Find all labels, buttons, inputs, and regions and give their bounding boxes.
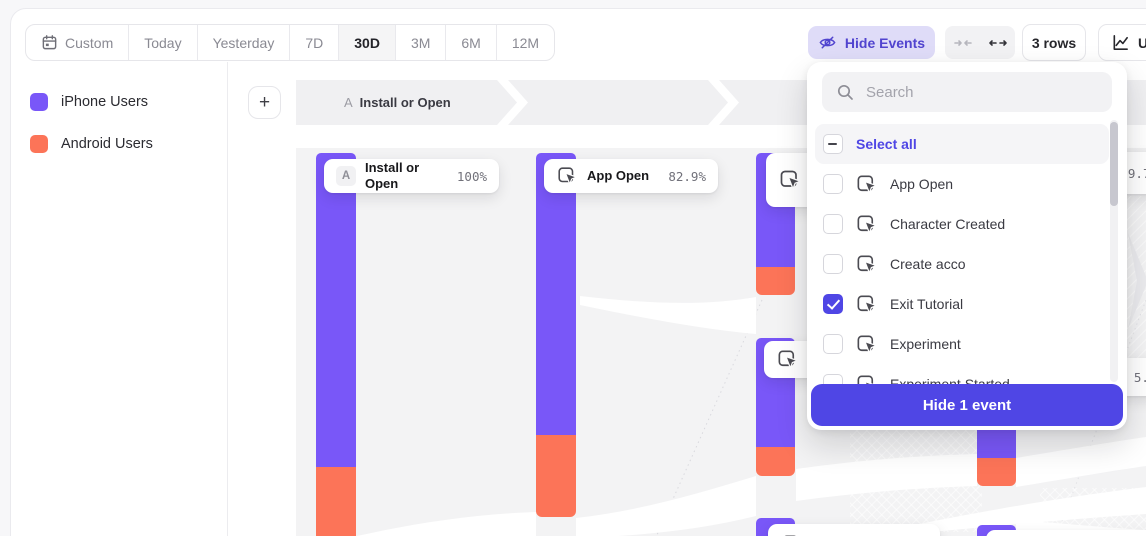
node-card-appopen[interactable]: App Open 82.9% [544,159,718,193]
custom-event-icon [855,293,878,316]
eye-off-icon [818,33,837,52]
date-range-7d[interactable]: 7D [289,25,338,60]
custom-event-icon [855,253,878,276]
date-range-6m[interactable]: 6M [445,25,495,60]
flow-ribbons [357,196,1146,536]
date-range-label: 3M [410,34,431,51]
node-card-install[interactable]: A Install or Open 100% [324,159,499,193]
legend-label: iPhone Users [61,94,149,110]
expand-icon [988,39,1007,46]
chart-type-button[interactable]: U [1098,24,1146,61]
date-range-yesterday[interactable]: Yesterday [196,25,290,60]
funnel-step-a[interactable]: A Install or Open [344,80,451,125]
add-step-button[interactable]: + [248,86,281,119]
event-item-label: App Open [890,176,954,192]
custom-event-icon [778,168,802,192]
bar-step4b-android[interactable] [977,458,1016,486]
node-card-partial-bottom-right[interactable] [986,530,1146,536]
date-range-label: Yesterday [212,34,275,51]
legend-item-iphone: iPhone Users [30,93,148,111]
date-range-3m[interactable]: 3M [394,25,445,60]
select-all-label: Select all [856,136,917,152]
event-item-character-created[interactable]: Character Created [815,204,1109,244]
event-item-create-acco[interactable]: Create acco [815,244,1109,284]
bar-step3b-android[interactable] [756,447,795,476]
checkbox[interactable] [823,174,843,194]
event-item-experiment[interactable]: Experiment [815,324,1109,364]
step-prefix: A [344,95,353,110]
rows-button-label: 3 rows [1031,34,1077,51]
column-width-segmented-control [945,26,1015,59]
sidebar-divider [227,62,228,536]
event-search[interactable] [822,72,1112,112]
date-range-label: Custom [65,34,114,51]
collapse-columns-button[interactable] [945,26,980,59]
bar-appopen-iphone[interactable] [536,153,576,435]
select-all-row[interactable]: Select all [815,124,1109,164]
select-all-checkbox[interactable] [823,134,843,154]
node-percent: 9.7% [1127,165,1146,181]
bar-step3a-android[interactable] [756,267,795,295]
autocapture-badge: A [336,166,356,186]
legend-label: Android Users [61,136,153,152]
bar-install-iphone[interactable] [316,153,356,467]
custom-event-icon [776,348,799,371]
event-item-label: Exit Tutorial [890,296,964,312]
collapse-icon [953,39,972,46]
date-range-label: 7D [305,34,324,51]
date-range-custom[interactable]: Custom [26,25,128,60]
date-range-today[interactable]: Today [128,25,196,60]
search-input[interactable] [866,83,1100,101]
node-card-partial-bottom-left[interactable] [768,524,940,536]
hide-events-button[interactable]: Hide Events [808,26,935,59]
checkbox[interactable] [823,334,843,354]
custom-event-icon [780,533,803,536]
checkbox-checked[interactable] [823,294,843,314]
hide-event-action-button[interactable]: Hide 1 event [811,384,1123,426]
rows-button[interactable]: 3 rows [1022,24,1086,61]
dropdown-scrollbar-thumb[interactable] [1110,122,1118,206]
iphone-color-swatch [30,93,48,111]
expand-columns-button[interactable] [980,26,1015,59]
calendar-icon [41,34,58,51]
checkbox[interactable] [823,254,843,274]
custom-event-icon [855,333,878,356]
hide-events-dropdown: Select all App Open Character Created Cr… [807,62,1127,430]
android-color-swatch [30,135,48,153]
date-range-label: Today [144,34,182,51]
event-item-exit-tutorial[interactable]: Exit Tutorial [815,284,1109,324]
date-range-selector: Custom Today Yesterday 7D 30D 3M 6M 12M [25,24,556,61]
node-percent: 82.9% [668,168,706,184]
bar-install-android[interactable] [316,467,356,536]
custom-event-icon [855,173,878,196]
date-range-label: 12M [511,34,540,51]
event-item-app-open[interactable]: App Open [815,164,1109,204]
custom-event-icon [556,165,578,187]
date-range-label: 30D [354,34,380,51]
bar-appopen-android[interactable] [536,435,576,517]
event-item-label: Create acco [890,256,966,272]
step-label: Install or Open [359,95,451,110]
line-chart-icon [1111,33,1130,52]
legend-item-android: Android Users [30,135,153,153]
node-title: App Open [587,168,650,183]
checkbox[interactable] [823,214,843,234]
node-title: Install or Open [365,160,420,191]
chart-type-label: U [1138,34,1146,51]
date-range-30d[interactable]: 30D [338,25,395,60]
date-range-12m[interactable]: 12M [495,25,554,60]
event-item-label: Character Created [890,216,1006,232]
node-percent: 5.7% [1133,369,1146,385]
event-item-label: Experiment [890,336,961,352]
date-range-label: 6M [461,34,481,51]
search-icon [836,83,854,101]
hide-events-label: Hide Events [844,34,926,51]
custom-event-icon [855,213,878,236]
dropdown-scrollbar-track[interactable] [1110,120,1118,382]
node-percent: 100% [456,168,487,184]
